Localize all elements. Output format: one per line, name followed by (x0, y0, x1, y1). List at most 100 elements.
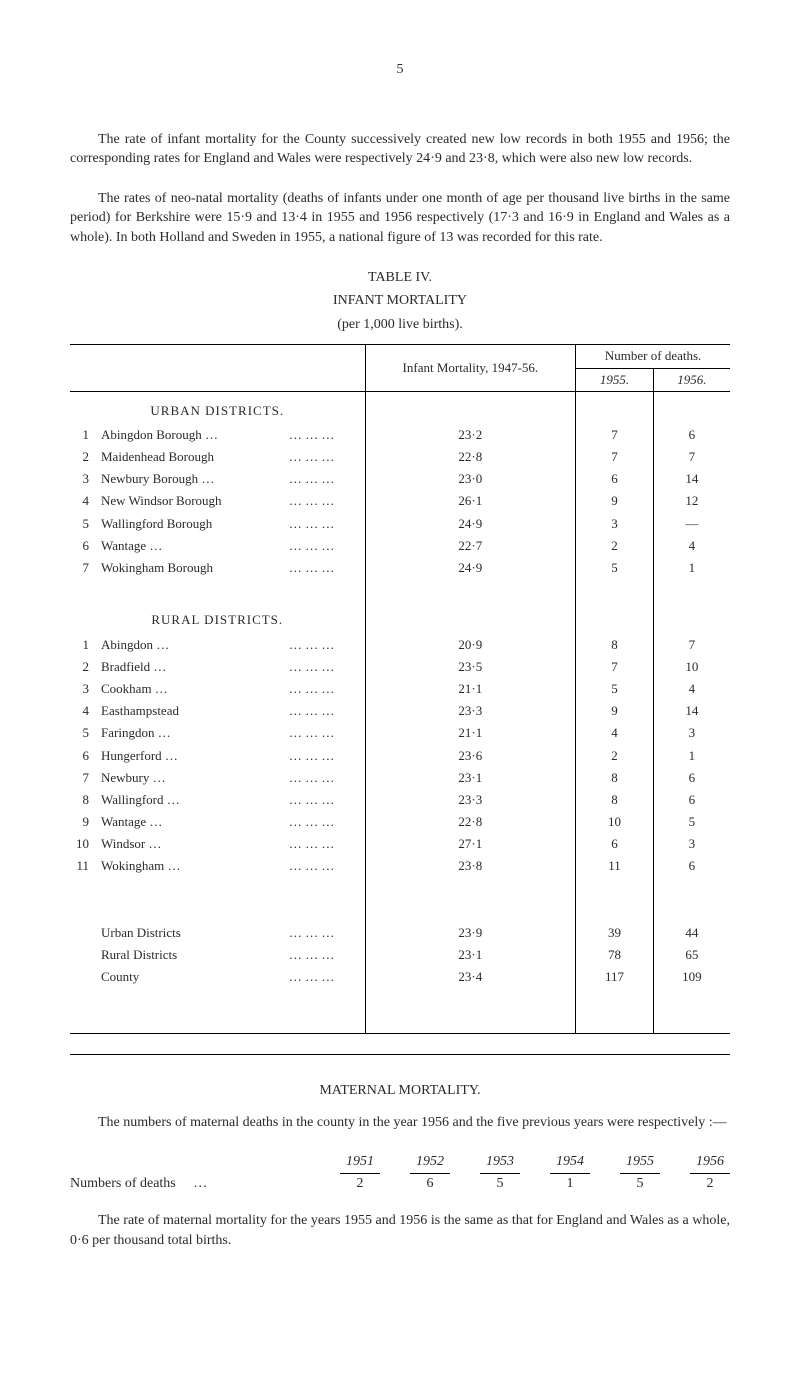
deaths-1956: 10 (653, 656, 730, 678)
deaths-1955: 5 (576, 557, 654, 579)
deaths-1955: 9 (576, 490, 654, 512)
dots: … … … (283, 922, 365, 944)
district-name: Bradfield … (95, 656, 283, 678)
district-name: New Windsor Borough (95, 490, 283, 512)
district-name: Wokingham Borough (95, 557, 283, 579)
year-header: 1954 (550, 1152, 590, 1174)
dots: … … … (283, 513, 365, 535)
paragraph-intro-1: The rate of infant mortality for the Cou… (70, 130, 730, 169)
deaths-1956: 44 (653, 922, 730, 944)
table-row: 6Hungerford …… … …23·621 (70, 745, 730, 767)
table-row: 2Bradfield …… … …23·5710 (70, 656, 730, 678)
row-index: 4 (70, 490, 95, 512)
table-row: 7Newbury …… … …23·186 (70, 767, 730, 789)
deaths-1956: 3 (653, 833, 730, 855)
row-index: 6 (70, 535, 95, 557)
dots: … … … (283, 557, 365, 579)
rural-section-label: RURAL DISTRICTS. (70, 601, 365, 633)
district-name: Windsor … (95, 833, 283, 855)
deaths-1955: 117 (576, 966, 654, 988)
table-row: 5Faringdon …… … …21·143 (70, 722, 730, 744)
table-row: County… … …23·4117109 (70, 966, 730, 988)
deaths-1955: 6 (576, 468, 654, 490)
maternal-deaths-label: Numbers of deaths (70, 1176, 176, 1191)
table-row: 2Maidenhead Borough… … …22·877 (70, 446, 730, 468)
deaths-1956: 4 (653, 535, 730, 557)
infant-mortality-rate: 21·1 (365, 722, 576, 744)
table-row: 6Wantage …… … …22·724 (70, 535, 730, 557)
col-header-deaths: Number of deaths. (576, 345, 730, 368)
deaths-1955: 7 (576, 656, 654, 678)
district-name: County (95, 966, 283, 988)
table-row: 8Wallingford …… … …23·386 (70, 789, 730, 811)
dots: … … … (283, 656, 365, 678)
row-index: 1 (70, 634, 95, 656)
infant-mortality-rate: 26·1 (365, 490, 576, 512)
urban-section-label: URBAN DISTRICTS. (70, 391, 365, 424)
table-row: 9Wantage …… … …22·8105 (70, 811, 730, 833)
year-header: 1951 (340, 1152, 380, 1174)
deaths-1955: 9 (576, 700, 654, 722)
district-name: Urban Districts (95, 922, 283, 944)
infant-mortality-rate: 21·1 (365, 678, 576, 700)
deaths-1956: 7 (653, 446, 730, 468)
deaths-1956: 12 (653, 490, 730, 512)
deaths-1956: 5 (653, 811, 730, 833)
paragraph-intro-2: The rates of neo-natal mortality (deaths… (70, 189, 730, 248)
infant-mortality-rate: 23·5 (365, 656, 576, 678)
maternal-rate-paragraph: The rate of maternal mortality for the y… (70, 1211, 730, 1250)
infant-mortality-rate: 22·7 (365, 535, 576, 557)
row-index: 4 (70, 700, 95, 722)
infant-mortality-rate: 20·9 (365, 634, 576, 656)
deaths-1956: 14 (653, 700, 730, 722)
infant-mortality-table: Infant Mortality, 1947-56. Number of dea… (70, 344, 730, 1034)
deaths-1956: 1 (653, 557, 730, 579)
deaths-1955: 7 (576, 424, 654, 446)
dots: … … … (283, 789, 365, 811)
district-name: Rural Districts (95, 944, 283, 966)
deaths-1956: 4 (653, 678, 730, 700)
infant-mortality-rate: 23·3 (365, 789, 576, 811)
maternal-deaths-row: Numbers of deaths … 265152 (70, 1174, 730, 1194)
deaths-1956: 6 (653, 424, 730, 446)
dots: … … … (283, 944, 365, 966)
row-index: 2 (70, 656, 95, 678)
dots: … … … (283, 424, 365, 446)
infant-mortality-rate: 23·8 (365, 855, 576, 877)
deaths-1955: 8 (576, 789, 654, 811)
deaths-1956: — (653, 513, 730, 535)
table-4-subtitle: (per 1,000 live births). (70, 315, 730, 335)
dots: … … … (283, 490, 365, 512)
deaths-1955: 2 (576, 535, 654, 557)
table-row: 10Windsor …… … …27·163 (70, 833, 730, 855)
dots: … … … (283, 446, 365, 468)
district-name: Wantage … (95, 535, 283, 557)
row-index: 6 (70, 745, 95, 767)
table-row: 3Cookham …… … …21·154 (70, 678, 730, 700)
row-index: 3 (70, 468, 95, 490)
district-name: Abingdon … (95, 634, 283, 656)
dots: … … … (283, 468, 365, 490)
row-index: 7 (70, 557, 95, 579)
table-row: 4New Windsor Borough… … …26·1912 (70, 490, 730, 512)
year-header: 1952 (410, 1152, 450, 1174)
deaths-1955: 11 (576, 855, 654, 877)
dots: … … … (283, 535, 365, 557)
divider (70, 1054, 730, 1055)
deaths-value: 6 (410, 1174, 450, 1194)
district-name: Newbury … (95, 767, 283, 789)
table-4-id: TABLE IV. (70, 268, 730, 288)
dots: … … … (283, 811, 365, 833)
dots: … … … (283, 745, 365, 767)
district-name: Maidenhead Borough (95, 446, 283, 468)
dots: … … … (283, 700, 365, 722)
ellipsis: … (193, 1176, 207, 1191)
table-4-title: INFANT MORTALITY (70, 291, 730, 311)
infant-mortality-rate: 23·3 (365, 700, 576, 722)
deaths-1955: 39 (576, 922, 654, 944)
table-row: 1Abingdon …… … …20·987 (70, 634, 730, 656)
table-row: 1Abingdon Borough …… … …23·276 (70, 424, 730, 446)
deaths-1956: 6 (653, 855, 730, 877)
infant-mortality-rate: 23·9 (365, 922, 576, 944)
deaths-value: 2 (690, 1174, 730, 1194)
